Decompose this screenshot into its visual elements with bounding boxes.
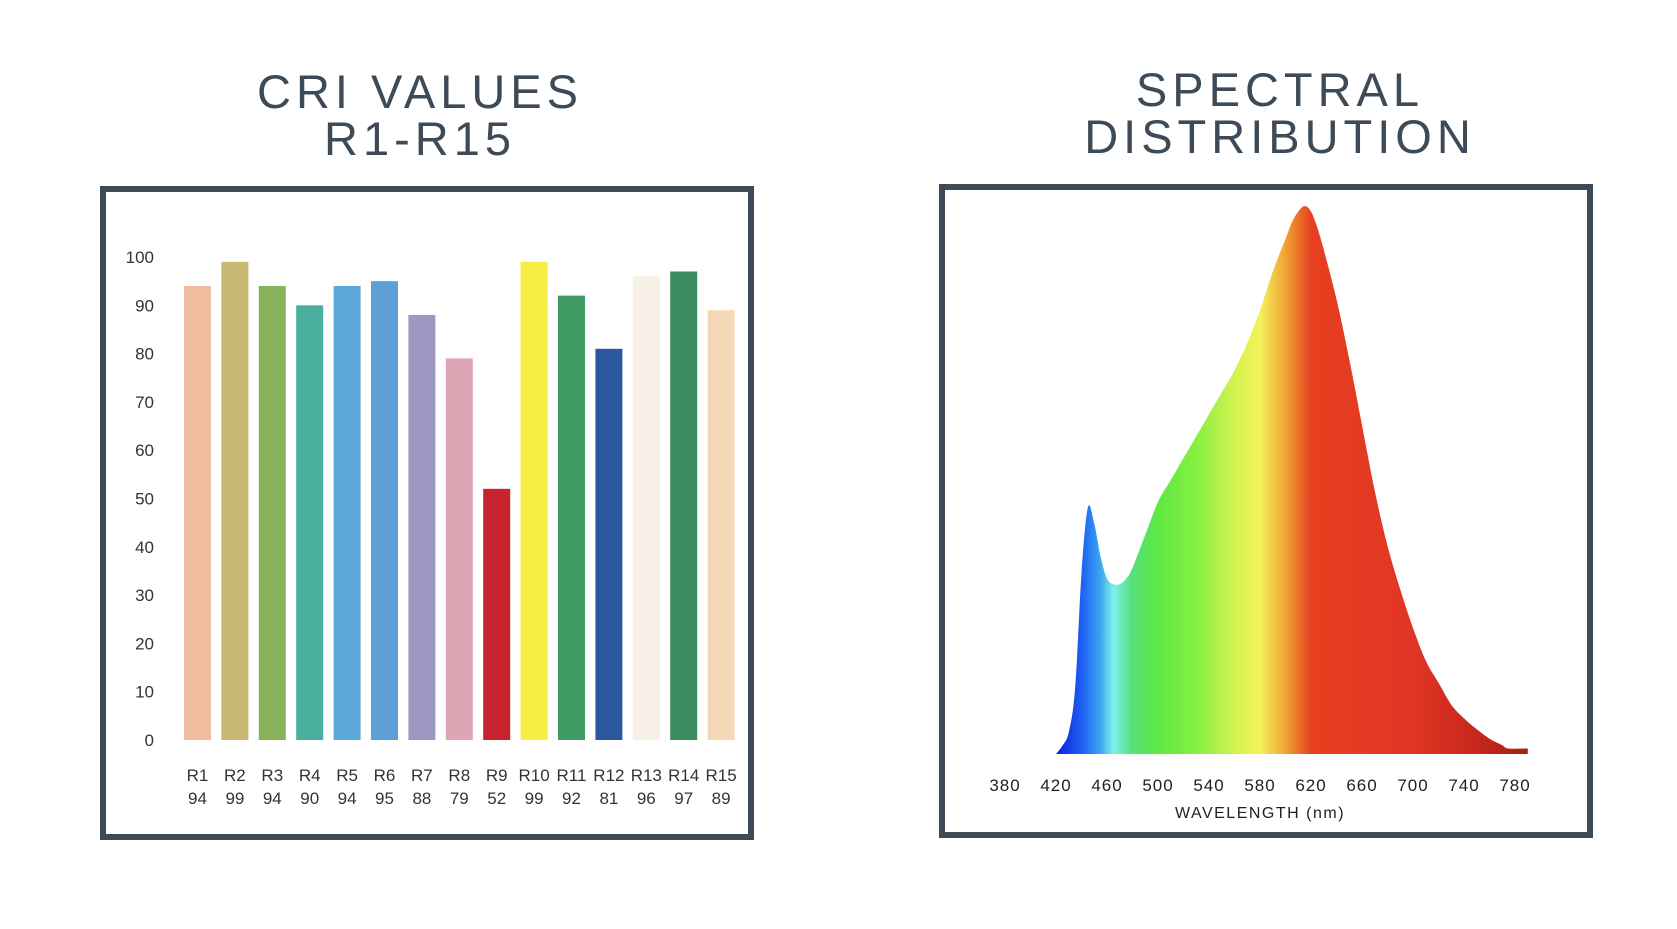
x-tick-label-620: 620	[1295, 776, 1326, 795]
x-tick-label-740: 740	[1448, 776, 1479, 795]
y-tick-label: 80	[135, 345, 154, 364]
bar-r7	[408, 314, 436, 740]
x-tick-label-r15: R15	[706, 766, 737, 785]
value-label-r7: 88	[412, 789, 431, 808]
bar-r1	[184, 285, 211, 740]
cri-title-line-1: CRI VALUES	[257, 65, 583, 118]
x-tick-label-r6: R6	[374, 766, 396, 785]
x-tick-label-r13: R13	[631, 766, 662, 785]
spectral-chart-frame: 380 420 460 500 540 580 620 660 700 740 780 WAVELEN…	[939, 184, 1593, 838]
x-tick-label-380: 380	[989, 776, 1020, 795]
x-tick-label-r4: R4	[299, 766, 321, 785]
spectral-curve-area	[1056, 206, 1528, 754]
y-tick-label: 0	[145, 731, 154, 750]
bar-r11	[558, 295, 585, 740]
x-tick-label-580: 580	[1244, 776, 1275, 795]
value-label-r3: 94	[263, 789, 282, 808]
y-tick-label: 10	[135, 683, 154, 702]
bar-r4	[296, 305, 324, 740]
cri-bar-chart: 0 10 20 30 40 50 60 70 80 90 100 R1 94 R2 99 R3 94 R4 90 R5…	[126, 248, 737, 808]
value-label-r13: 96	[637, 789, 656, 808]
x-axis-label: WAVELENGTH (nm)	[1175, 805, 1345, 822]
spectral-title: SPECTRAL DISTRIBUTION	[1000, 66, 1560, 160]
bar-r12	[595, 348, 623, 740]
value-label-r10: 99	[525, 789, 544, 808]
cri-chart-frame: 0 10 20 30 40 50 60 70 80 90 100 R1 94 R2 99 R3 94 R4 90 R5…	[100, 186, 754, 840]
bar-r8	[445, 358, 473, 740]
bar-r10	[520, 261, 548, 740]
x-tick-label-r14: R14	[668, 766, 699, 785]
value-label-r4: 90	[300, 789, 319, 808]
value-label-r8: 79	[450, 789, 469, 808]
value-label-r9: 52	[487, 789, 506, 808]
x-tick-label-r2: R2	[224, 766, 246, 785]
bar-r5	[333, 285, 361, 740]
y-tick-label: 40	[135, 538, 154, 557]
x-tick-label-r5: R5	[336, 766, 358, 785]
spectral-title-line-2: DISTRIBUTION	[1084, 110, 1476, 163]
value-label-r1: 94	[188, 789, 207, 808]
bar-r9	[483, 488, 511, 740]
value-label-r11: 92	[562, 789, 581, 808]
cri-title-line-2: R1-R15	[324, 112, 516, 165]
x-tick-label-500: 500	[1142, 776, 1173, 795]
x-tick-label-r3: R3	[261, 766, 283, 785]
value-label-r14: 97	[674, 789, 693, 808]
spectral-area-chart: 380 420 460 500 540 580 620 660 700 740 780 WAVELEN…	[989, 206, 1530, 822]
x-tick-label-r9: R9	[486, 766, 508, 785]
bar-r14	[670, 271, 698, 740]
bar-r15	[707, 310, 735, 740]
value-label-r6: 95	[375, 789, 394, 808]
x-tick-label-540: 540	[1193, 776, 1224, 795]
y-tick-label: 90	[135, 296, 154, 315]
y-tick-label: 20	[135, 634, 154, 653]
value-label-r2: 99	[225, 789, 244, 808]
x-tick-label-700: 700	[1397, 776, 1428, 795]
bar-r3	[258, 285, 286, 740]
x-tick-label-r12: R12	[593, 766, 624, 785]
x-tick-label-r8: R8	[448, 766, 470, 785]
y-tick-label: 30	[135, 586, 154, 605]
y-tick-label: 50	[135, 490, 154, 509]
y-tick-label: 100	[126, 248, 154, 267]
bar-r13	[632, 276, 660, 740]
x-tick-label-r11: R11	[557, 766, 587, 785]
bar-r2	[221, 261, 249, 740]
x-tick-label-780: 780	[1499, 776, 1530, 795]
spectral-title-line-1: SPECTRAL	[1135, 63, 1425, 116]
y-tick-label: 60	[135, 441, 154, 460]
x-tick-label-r10: R10	[519, 766, 550, 785]
x-tick-label-460: 460	[1091, 776, 1122, 795]
x-tick-label-r7: R7	[411, 766, 433, 785]
cri-title: CRI VALUES R1-R15	[150, 68, 690, 162]
y-tick-label: 70	[135, 393, 154, 412]
x-tick-label-660: 660	[1346, 776, 1377, 795]
value-label-r12: 81	[599, 789, 618, 808]
value-label-r5: 94	[338, 789, 357, 808]
x-tick-label-420: 420	[1040, 776, 1071, 795]
x-tick-label-r1: R1	[187, 766, 209, 785]
value-label-r15: 89	[712, 789, 731, 808]
bar-r6	[371, 281, 398, 740]
